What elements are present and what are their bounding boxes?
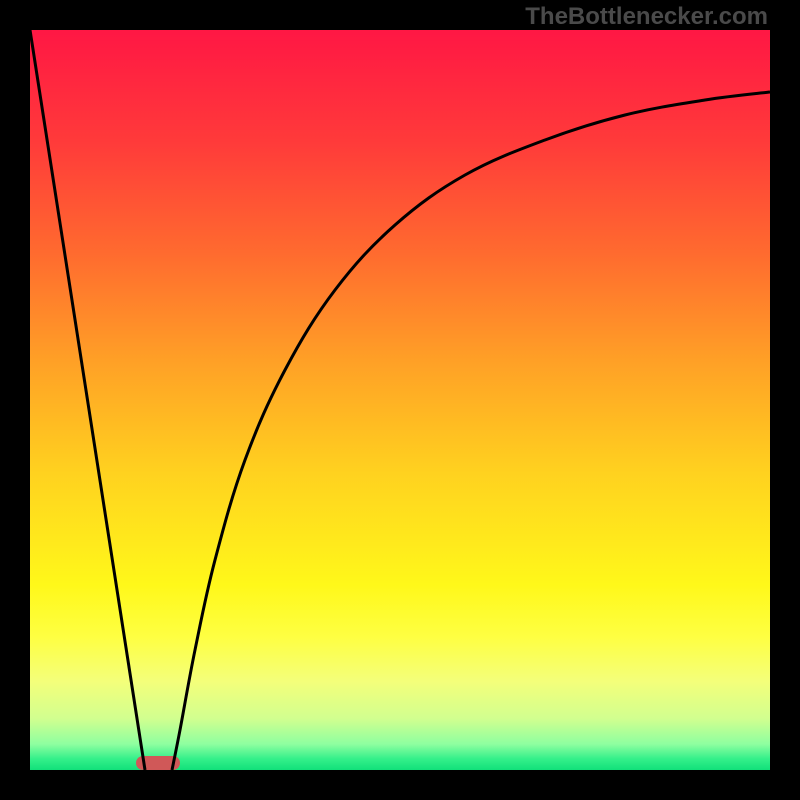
border-bottom (0, 770, 800, 800)
optimal-marker (136, 756, 180, 770)
border-left (0, 0, 30, 800)
chart-container: TheBottlenecker.com (0, 0, 800, 800)
border-right (770, 0, 800, 800)
gradient-background (30, 30, 770, 770)
plot-area (30, 30, 770, 770)
watermark-text: TheBottlenecker.com (525, 3, 768, 31)
